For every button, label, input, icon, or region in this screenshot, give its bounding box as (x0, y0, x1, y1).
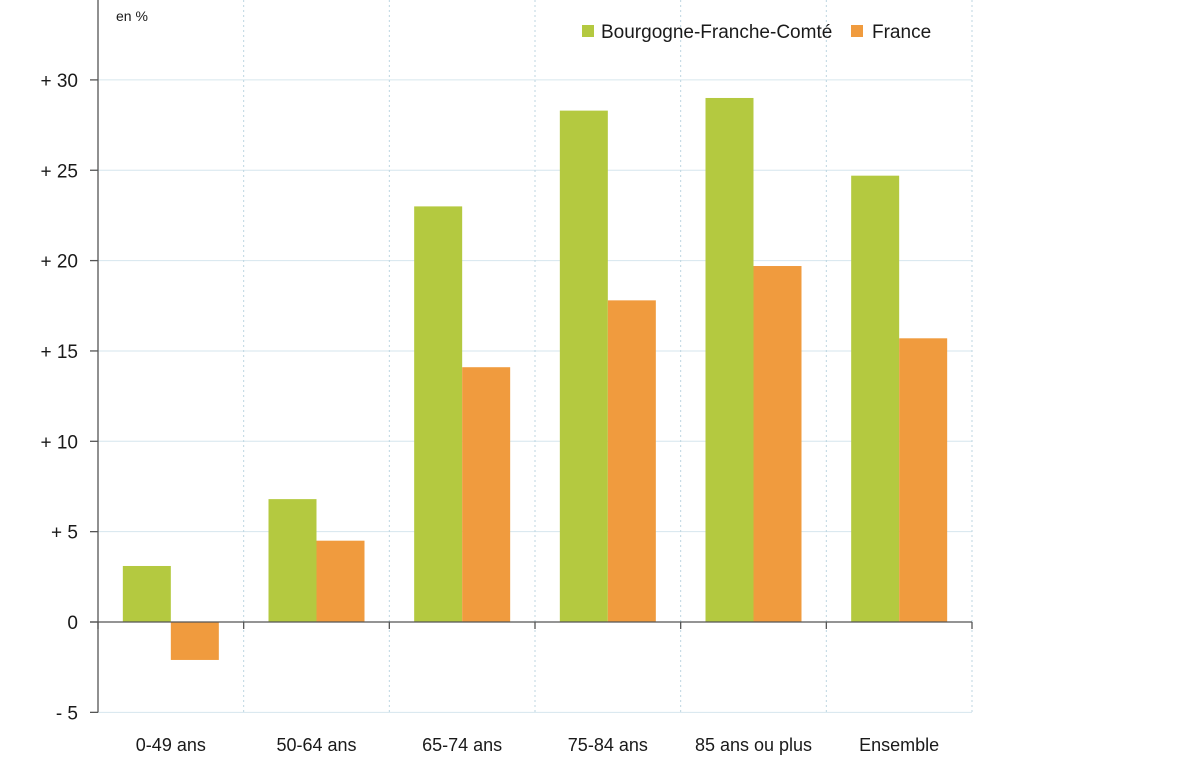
y-tick-label-1: 0 (67, 613, 78, 634)
unit-label: en % (116, 8, 148, 24)
y-tick-label-3: + 10 (40, 432, 78, 453)
x-tick-label-5: Ensemble (859, 735, 939, 755)
bar-series-2-0 (170, 622, 219, 660)
x-tick-label-4: 85 ans ou plus (695, 735, 812, 755)
bar-series-2-3 (607, 300, 656, 622)
legend-swatch-series-1 (582, 25, 594, 37)
y-tick-label-7: + 30 (40, 71, 78, 92)
bar-series-1-0 (122, 565, 171, 622)
bar-series-2-1 (316, 540, 365, 622)
bar-series-2-2 (462, 367, 511, 622)
bar-series-1-3 (559, 110, 608, 622)
grid-lines (98, 0, 973, 713)
x-axis-ticks: 0-49 ans 50-64 ans 65-74 ans 75-84 ans 85 an… (136, 735, 939, 755)
x-tick-label-1: 50-64 ans (276, 735, 356, 755)
bar-series-1-2 (414, 206, 463, 622)
legend-label-series-1: Bourgogne-Franche-Comté (601, 22, 832, 43)
bar-series-2-4 (753, 266, 802, 622)
y-tick-label-5: + 20 (40, 252, 78, 273)
bars (122, 97, 948, 660)
legend-label-series-2: France (872, 22, 931, 43)
x-tick-label-2: 65-74 ans (422, 735, 502, 755)
bar-series-2-5 (899, 338, 948, 622)
bar-series-1-4 (705, 97, 754, 623)
x-tick-label-3: 75-84 ans (568, 735, 648, 755)
y-tick-label-2: + 5 (51, 523, 78, 544)
y-tick-label-6: + 25 (40, 161, 78, 182)
y-tick-label-0: - 5 (56, 703, 78, 724)
bar-series-1-5 (851, 175, 900, 622)
legend: Bourgogne-Franche-Comté France (582, 22, 931, 43)
legend-swatch-series-2 (851, 25, 863, 37)
axes (90, 0, 973, 713)
bar-series-1-1 (268, 499, 317, 622)
y-tick-label-4: + 15 (40, 342, 78, 363)
y-axis-ticks: - 5 0 + 5 + 10 + 15 + 20 + 25 + 30 (40, 71, 98, 724)
x-tick-label-0: 0-49 ans (136, 735, 206, 755)
